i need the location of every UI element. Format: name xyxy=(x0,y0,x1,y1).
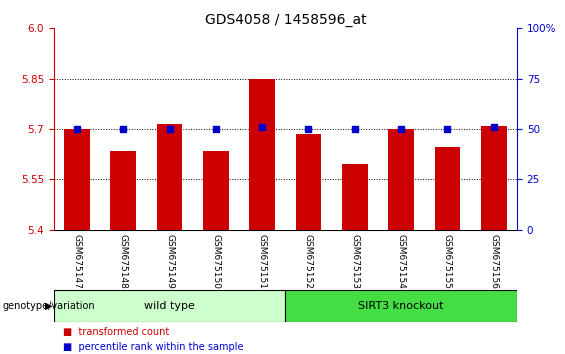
Text: GSM675153: GSM675153 xyxy=(350,234,359,290)
Bar xyxy=(295,134,321,230)
Text: GSM675152: GSM675152 xyxy=(304,234,313,289)
FancyBboxPatch shape xyxy=(54,290,285,322)
FancyBboxPatch shape xyxy=(285,290,517,322)
Point xyxy=(443,126,452,132)
Text: wild type: wild type xyxy=(144,301,195,311)
Text: ■  transformed count: ■ transformed count xyxy=(63,326,169,337)
Text: GSM675156: GSM675156 xyxy=(489,234,498,290)
Text: GSM675155: GSM675155 xyxy=(443,234,452,290)
Point xyxy=(165,126,174,132)
Bar xyxy=(157,124,182,230)
Point xyxy=(304,126,313,132)
Bar xyxy=(481,126,507,230)
Point xyxy=(397,126,406,132)
Point xyxy=(350,126,359,132)
Text: GSM675147: GSM675147 xyxy=(72,234,81,289)
Bar xyxy=(342,164,368,230)
Title: GDS4058 / 1458596_at: GDS4058 / 1458596_at xyxy=(205,13,366,27)
Text: GSM675150: GSM675150 xyxy=(211,234,220,290)
Text: GSM675149: GSM675149 xyxy=(165,234,174,289)
Text: genotype/variation: genotype/variation xyxy=(3,301,95,311)
Bar xyxy=(203,151,229,230)
Text: GSM675151: GSM675151 xyxy=(258,234,267,290)
Bar xyxy=(110,151,136,230)
Bar xyxy=(388,129,414,230)
Text: SIRT3 knockout: SIRT3 knockout xyxy=(358,301,444,311)
Bar xyxy=(434,148,460,230)
Point xyxy=(258,125,267,130)
Text: GSM675154: GSM675154 xyxy=(397,234,406,289)
Point xyxy=(119,126,128,132)
Text: GSM675148: GSM675148 xyxy=(119,234,128,289)
Text: ■  percentile rank within the sample: ■ percentile rank within the sample xyxy=(63,342,244,352)
Bar xyxy=(64,129,90,230)
Point xyxy=(72,126,81,132)
Bar xyxy=(249,79,275,230)
Point xyxy=(211,126,220,132)
Text: ▶: ▶ xyxy=(45,301,53,311)
Point xyxy=(489,125,498,130)
